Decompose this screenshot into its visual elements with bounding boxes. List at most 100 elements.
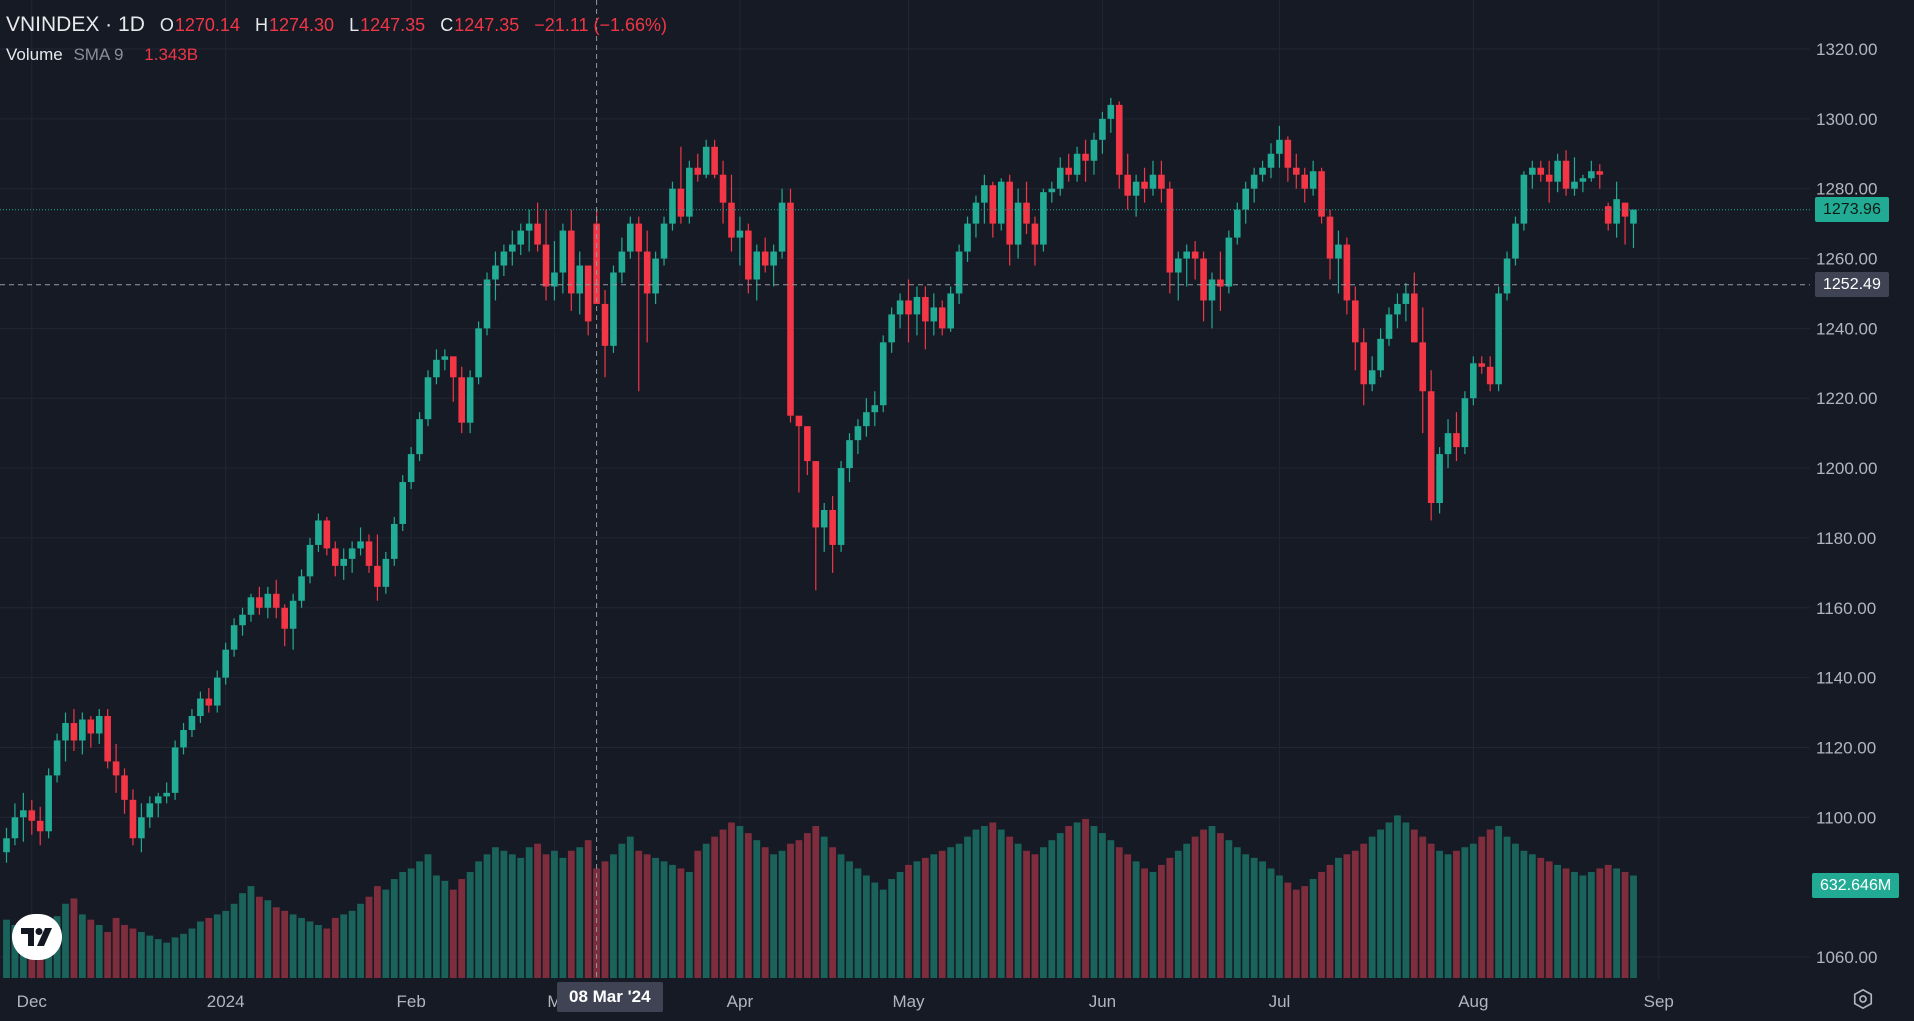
volume-bar <box>778 850 786 978</box>
candle-body <box>913 296 921 315</box>
candle-body <box>1217 279 1224 287</box>
candle-body <box>500 251 508 266</box>
low-label: L <box>349 15 360 35</box>
x-tick-label: Apr <box>727 992 754 1011</box>
candle-body <box>525 223 533 231</box>
volume-bar <box>1613 868 1621 978</box>
candle-body <box>1613 199 1620 224</box>
volume-bar <box>652 857 660 978</box>
close-label: C <box>440 15 454 35</box>
volume-bar <box>1453 850 1460 978</box>
volume-bar <box>1571 871 1578 978</box>
volume-bar <box>1360 843 1368 978</box>
volume-bar <box>938 850 946 978</box>
volume-bar <box>424 854 432 978</box>
candle-body <box>1453 433 1460 448</box>
volume-bar <box>1082 818 1089 978</box>
candle-body <box>854 426 862 441</box>
candle-body <box>517 230 525 245</box>
y-tick-label: 1300.00 <box>1816 110 1877 129</box>
volume-bar <box>1006 836 1014 978</box>
x-tick-label: Aug <box>1458 992 1488 1011</box>
candle-body <box>1208 279 1216 301</box>
candle-body <box>1545 174 1553 182</box>
volume-bar <box>787 843 794 978</box>
candle-body <box>576 265 584 294</box>
volume-bar <box>812 826 820 978</box>
candle-body <box>728 202 735 238</box>
candle-body <box>1343 244 1351 301</box>
volume-bar <box>517 857 525 978</box>
candle-body <box>1385 314 1393 339</box>
last-price-badge: 1273.96 <box>1815 197 1889 223</box>
candle-body <box>1554 160 1561 182</box>
candle-body <box>1174 258 1182 273</box>
x-tick-label: May <box>892 992 925 1011</box>
volume-value: 1.343B <box>144 45 199 64</box>
close-value: 1247.35 <box>454 15 520 35</box>
volume-bar <box>1604 864 1612 978</box>
volume-bar <box>264 900 272 978</box>
candle-body <box>407 454 415 483</box>
candle-body <box>1630 209 1637 224</box>
volume-bar <box>1090 826 1098 978</box>
candle-body <box>686 167 693 217</box>
candle-body <box>1377 338 1384 371</box>
candle-body <box>1318 171 1325 217</box>
volume-bar <box>1242 854 1250 978</box>
volume-bar <box>660 861 668 978</box>
candle-body <box>272 593 280 608</box>
volume-legend[interactable]: Volume SMA 9 1.343B <box>6 45 198 65</box>
volume-bar <box>888 879 896 978</box>
volume-bar <box>711 836 719 978</box>
volume-bar <box>694 850 702 978</box>
volume-bar <box>500 850 508 978</box>
volume-bar <box>635 850 643 978</box>
gear-icon[interactable] <box>1852 988 1874 1010</box>
candle-body <box>1604 206 1612 224</box>
candle-body <box>1284 139 1292 168</box>
candle-body <box>534 223 541 245</box>
candle-body <box>1200 258 1207 301</box>
candle-body <box>955 251 963 294</box>
candle-body <box>660 223 668 259</box>
candle-body <box>1352 300 1359 343</box>
candle-body <box>905 300 912 315</box>
candle-body <box>871 405 879 413</box>
symbol-title[interactable]: VNINDEX · 1D <box>6 13 145 36</box>
candle-body <box>1191 251 1199 259</box>
y-tick-label: 1320.00 <box>1816 40 1877 59</box>
volume-bar <box>1377 829 1384 978</box>
candle-body <box>188 716 196 730</box>
volume-bar <box>871 882 879 978</box>
candle-body <box>154 796 162 804</box>
volume-bar <box>1368 836 1376 978</box>
candle-body <box>1309 171 1317 189</box>
volume-bar <box>955 843 963 978</box>
candle-body <box>837 468 845 545</box>
y-tick-label: 1280.00 <box>1816 180 1877 199</box>
volume-bar <box>947 847 955 978</box>
tradingview-logo-icon[interactable] <box>12 914 62 960</box>
candle-body <box>281 607 288 629</box>
candle-body <box>3 838 10 853</box>
candle-body <box>1158 174 1165 189</box>
volume-bar <box>466 871 474 978</box>
volume-bar <box>154 939 162 978</box>
volume-bar <box>374 886 381 978</box>
candle-body <box>289 600 297 629</box>
y-tick-label: 1100.00 <box>1816 808 1876 827</box>
candle-body <box>1579 178 1587 182</box>
volume-bar <box>551 850 558 978</box>
candle-body <box>466 377 474 423</box>
volume-bar <box>1292 889 1300 978</box>
volume-bar <box>1250 857 1258 978</box>
volume-bar <box>1149 871 1157 978</box>
candle-body <box>1495 293 1502 385</box>
y-tick-label: 1260.00 <box>1816 250 1877 269</box>
volume-bar <box>441 880 449 978</box>
volume-bar <box>997 829 1005 978</box>
candle-body <box>702 146 710 175</box>
